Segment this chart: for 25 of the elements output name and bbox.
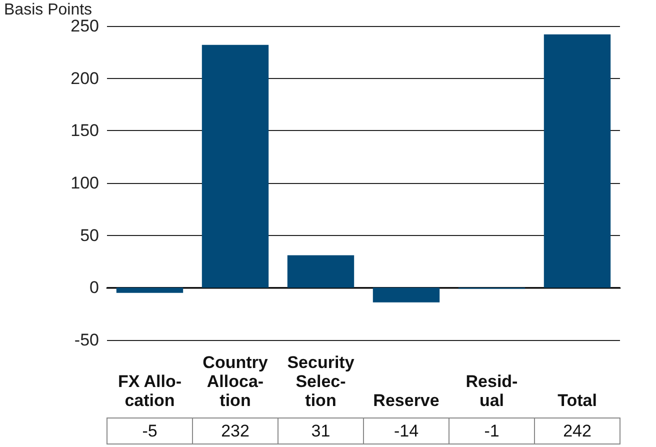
x-tick-label: Resid- ual: [466, 372, 518, 410]
y-tick-label: 150: [70, 121, 99, 140]
x-tick-label: Reserve: [373, 391, 440, 410]
y-tick-label: -50: [74, 330, 99, 350]
x-tick-label: FX Allo- cation: [118, 372, 182, 410]
y-tick-label: 200: [70, 68, 99, 88]
data-label: 232: [221, 422, 250, 440]
x-tick-label: Total: [558, 391, 597, 410]
y-axis-title: Basis Points: [4, 2, 92, 18]
y-tick-label: 0: [90, 278, 99, 298]
data-label: -5: [142, 422, 158, 440]
data-label: -14: [394, 422, 419, 440]
bar: [202, 44, 269, 288]
bar: [372, 288, 440, 302]
data-label: 242: [563, 422, 592, 440]
bar: [287, 255, 354, 288]
y-tick-label: 50: [80, 226, 99, 245]
data-label: 31: [311, 422, 330, 440]
data-label: -1: [484, 422, 500, 440]
bar: [544, 34, 611, 288]
y-tick-label: 250: [70, 16, 99, 36]
x-tick-label: Country Alloca- tion: [202, 353, 268, 410]
x-tick-label: Security Selec- tion: [287, 353, 355, 410]
y-tick-label: 100: [70, 174, 99, 192]
bar: [116, 288, 184, 293]
